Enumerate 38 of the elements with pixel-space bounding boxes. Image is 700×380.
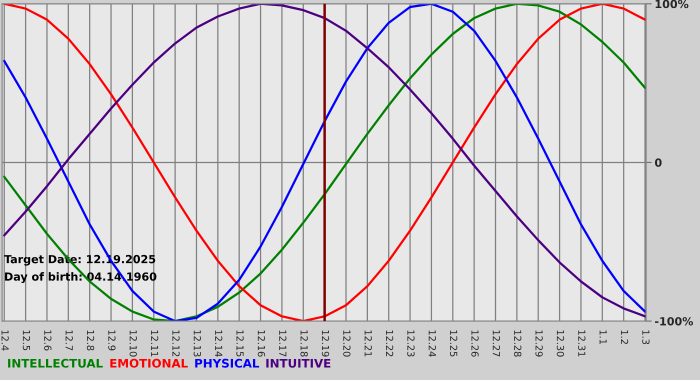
x-tick-label: 12.19 <box>322 330 330 357</box>
x-tick-label: 12.12 <box>172 330 180 356</box>
x-tick-label: 12.7 <box>66 330 73 350</box>
x-tick-label: 12.10 <box>130 330 137 357</box>
x-tick-label: 12.5 <box>22 330 30 350</box>
x-tick-label: 12.30 <box>556 330 564 357</box>
x-tick-label: 12.17 <box>279 330 286 356</box>
x-tick-label: 12.22 <box>386 330 394 356</box>
x-tick-label: 12.31 <box>578 330 586 356</box>
x-tick-label: 12.6 <box>44 330 52 350</box>
text: PHYSICAL <box>195 358 260 368</box>
text: INTELLECTUAL <box>8 358 103 368</box>
text: INTUITIVE <box>266 358 330 368</box>
x-tick-label: 12.16 <box>258 330 266 357</box>
x-tick-label: 12.14 <box>215 330 222 357</box>
x-tick-label: 12.24 <box>428 330 436 357</box>
y-tick-label: -100% <box>655 317 694 326</box>
x-tick-label: 12.9 <box>108 330 116 350</box>
y-tick-label: 0 <box>654 158 662 167</box>
x-tick-label: 1.2 <box>620 330 628 344</box>
x-tick-label: 12.25 <box>450 330 458 356</box>
x-tick-label: 12.28 <box>514 330 522 357</box>
x-tick-label: 12.11 <box>151 330 158 356</box>
x-tick-label: 12.20 <box>343 330 351 357</box>
x-tick-label: 12.13 <box>194 330 202 356</box>
x-tick-label: 1.3 <box>642 330 650 344</box>
text: EMOTIONAL <box>110 358 188 368</box>
x-tick-label: 12.23 <box>407 330 415 356</box>
x-tick-label: 12.8 <box>86 330 94 350</box>
y-tick-label: 100% <box>656 0 688 8</box>
x-tick-label: 12.18 <box>300 330 308 357</box>
x-tick-label: 12.26 <box>471 330 479 357</box>
x-tick-label: 12.4 <box>2 330 9 351</box>
x-tick-label: 12.29 <box>535 330 543 357</box>
x-tick-label: 12.27 <box>492 330 500 356</box>
x-tick-label: 12.15 <box>236 330 244 356</box>
x-tick-label: 1.1 <box>600 330 607 344</box>
x-tick-label: 12.21 <box>364 330 372 356</box>
